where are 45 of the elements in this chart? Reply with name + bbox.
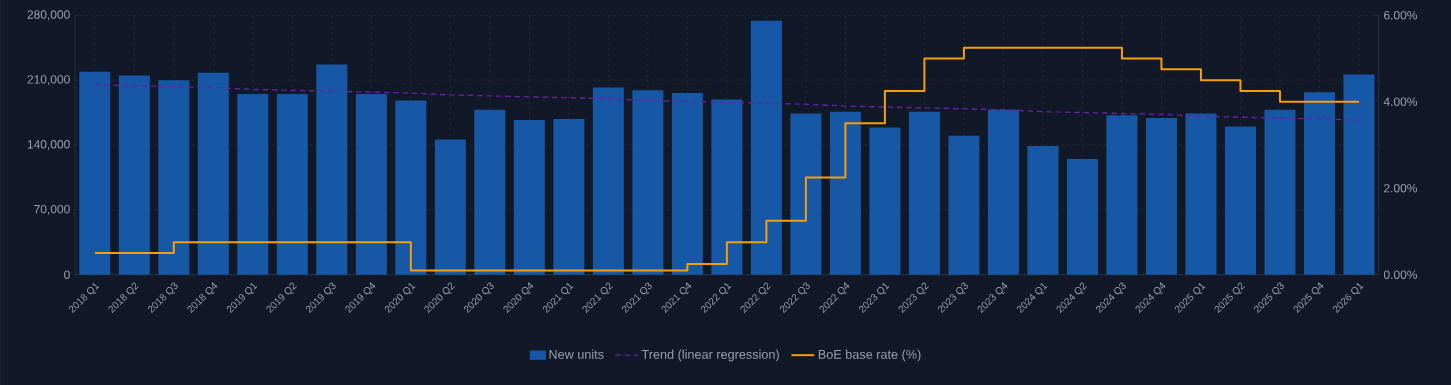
y-tick-label: 140,000	[27, 140, 70, 150]
bar	[632, 90, 664, 275]
bar	[316, 64, 348, 275]
bar	[434, 139, 466, 275]
y2-tick-label: 2.00%	[1384, 183, 1418, 193]
bar	[355, 94, 387, 275]
y2-tick-label: 0.00%	[1383, 270, 1418, 279]
bar	[711, 99, 743, 275]
bar	[750, 20, 782, 275]
y-tick-label: 0	[64, 270, 70, 279]
bar	[829, 111, 861, 275]
bar	[1185, 113, 1217, 275]
y-tick-label: 70,000	[34, 204, 70, 215]
bar	[553, 119, 585, 275]
bar	[948, 135, 980, 275]
bar	[513, 119, 545, 275]
bar	[1027, 145, 1059, 275]
y-tick-label: 210,000	[27, 75, 70, 86]
bar	[1264, 109, 1296, 275]
bar	[869, 127, 901, 275]
bar	[1066, 158, 1098, 275]
legend-label: New units	[549, 349, 604, 359]
bar	[1145, 118, 1177, 275]
bar	[395, 100, 427, 275]
bar	[1224, 126, 1256, 275]
bar	[237, 94, 269, 275]
bar	[118, 75, 150, 275]
bar	[474, 109, 506, 275]
bar	[197, 72, 229, 275]
bar	[671, 93, 703, 275]
bar	[276, 94, 308, 275]
bar	[1343, 74, 1375, 275]
bar	[79, 71, 111, 275]
y2-tick-label: 4.00%	[1383, 97, 1418, 107]
legend-label: BoE base rate (%)	[818, 349, 921, 362]
bar	[1303, 92, 1335, 275]
legend-label: Trend (linear regression)	[641, 349, 779, 362]
bar	[908, 111, 940, 275]
bar	[987, 109, 1019, 275]
bar	[790, 113, 822, 275]
y-tick-label: 280,000	[27, 10, 70, 21]
bar	[158, 80, 190, 275]
y2-tick-label: 6.00%	[1384, 11, 1418, 20]
bar	[1106, 115, 1138, 275]
bar	[592, 87, 624, 275]
